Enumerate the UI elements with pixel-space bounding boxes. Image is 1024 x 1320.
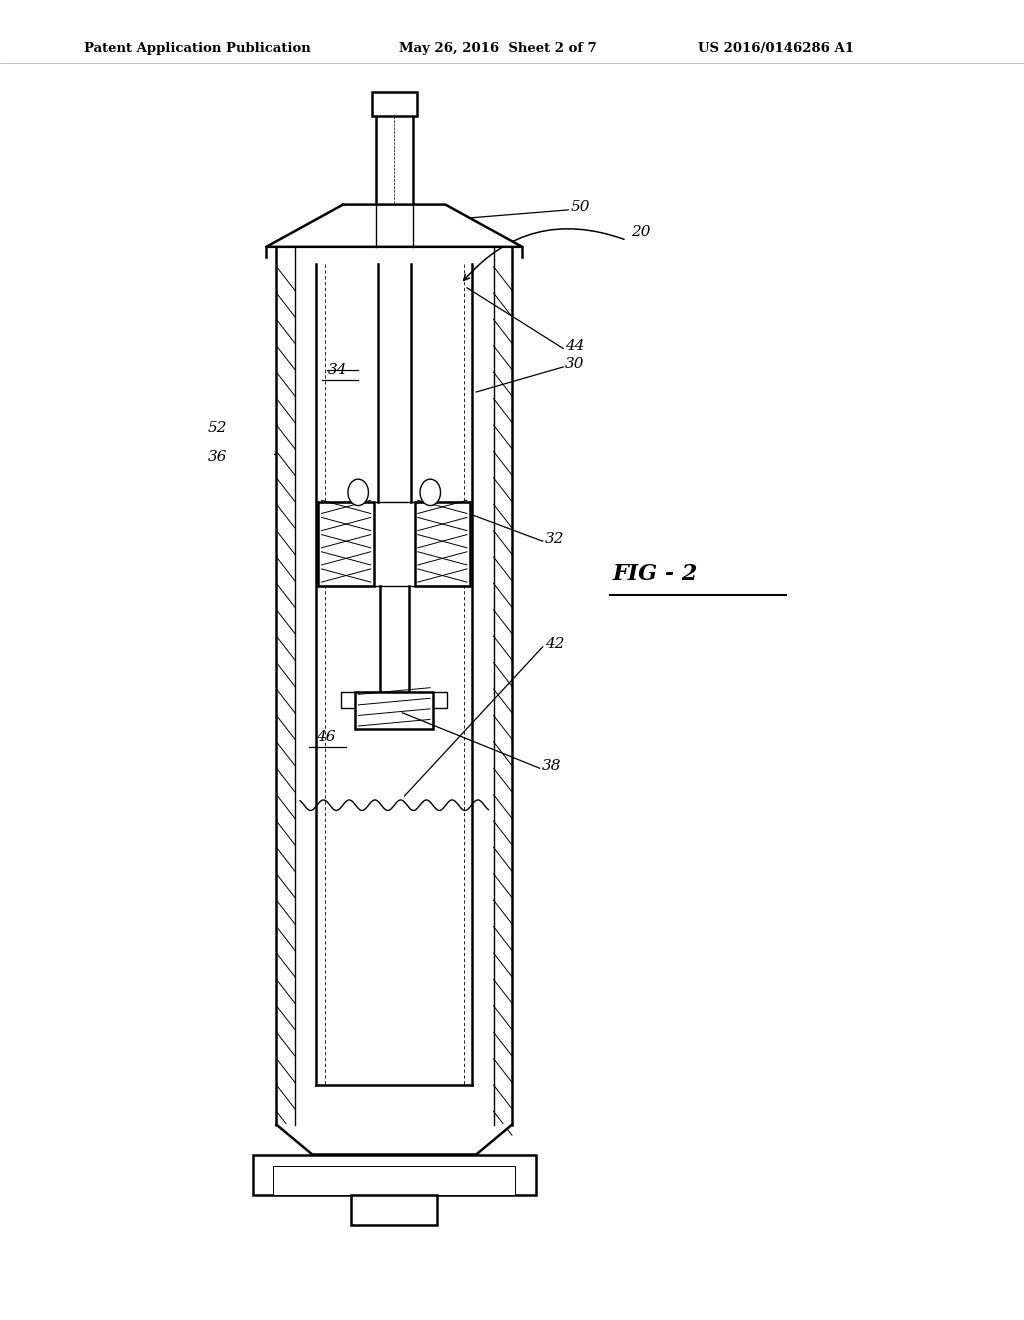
Text: 34: 34: [328, 363, 348, 376]
Text: May 26, 2016  Sheet 2 of 7: May 26, 2016 Sheet 2 of 7: [399, 42, 597, 55]
Bar: [372, 92, 417, 116]
Text: 42: 42: [545, 638, 564, 651]
Text: 36: 36: [208, 450, 227, 463]
Text: 20: 20: [631, 226, 650, 239]
Bar: [351, 1195, 437, 1225]
Text: US 2016/0146286 A1: US 2016/0146286 A1: [698, 42, 854, 55]
Polygon shape: [266, 205, 522, 247]
Text: FIG - 2: FIG - 2: [612, 564, 697, 585]
Text: 30: 30: [565, 358, 585, 371]
Text: 52: 52: [208, 421, 227, 434]
Text: 50: 50: [570, 201, 590, 214]
Circle shape: [420, 479, 440, 506]
Circle shape: [348, 479, 369, 506]
Polygon shape: [276, 1125, 512, 1154]
Bar: [318, 502, 374, 586]
Bar: [341, 692, 447, 708]
Bar: [415, 502, 470, 586]
Text: 32: 32: [545, 532, 564, 545]
Bar: [253, 1155, 536, 1195]
Bar: [273, 1166, 515, 1195]
Text: 44: 44: [565, 339, 585, 352]
Bar: [355, 692, 433, 729]
Text: 38: 38: [542, 759, 561, 772]
Text: 46: 46: [315, 730, 336, 743]
Text: Patent Application Publication: Patent Application Publication: [84, 42, 310, 55]
